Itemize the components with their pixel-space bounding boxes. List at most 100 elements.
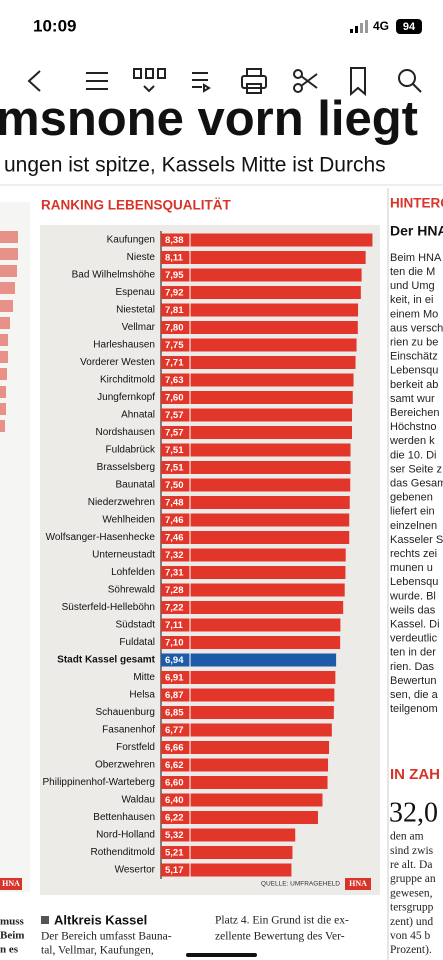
bar: [161, 636, 341, 649]
headline: msnone vorn liegt: [0, 92, 418, 146]
category-label: Niestetal: [116, 305, 155, 316]
bar: [161, 566, 346, 579]
bar: [161, 706, 334, 719]
sidebar-line: Bereichen: [390, 407, 440, 419]
value-label: 8,38: [165, 235, 184, 246]
sidebar-line: Höchstno: [390, 421, 436, 433]
bullet: [41, 916, 49, 924]
read-button[interactable]: [192, 72, 211, 93]
logo-box: [345, 878, 371, 890]
value-label: 6,22: [165, 813, 184, 824]
bar: [161, 426, 353, 439]
facts-line: gruppe an: [390, 873, 436, 885]
sidebar-line: und Umg: [390, 280, 435, 292]
value-label: 7,10: [165, 638, 184, 649]
category-label: Ahnatal: [121, 410, 155, 421]
sidebar-heading: Der HNA: [390, 223, 443, 239]
bar: [161, 811, 318, 824]
left-line: Beim: [0, 930, 24, 942]
facts-number: 32,0: [389, 797, 438, 828]
value-label: 7,28: [165, 585, 184, 596]
category-label: Brasselsberg: [97, 462, 155, 473]
category-label: Bettenhausen: [93, 812, 155, 823]
bar: [161, 583, 345, 597]
bar: [161, 688, 335, 702]
facts-kicker: IN ZAH: [390, 766, 440, 783]
category-label: Jungfernkopf: [97, 392, 155, 403]
status-battery: 94: [403, 21, 416, 33]
category-label: Wolfsanger-Hasenhecke: [46, 532, 156, 543]
left-logo: HNA: [2, 879, 20, 888]
value-label: 6,91: [165, 673, 184, 684]
status-network: 4G: [373, 19, 389, 33]
value-label: 7,31: [165, 568, 184, 579]
value-label: 7,22: [165, 603, 184, 614]
value-label: 7,80: [165, 323, 184, 334]
facts-line: Prozent).: [390, 944, 432, 956]
bookmark-button[interactable]: [350, 67, 366, 97]
value-label: 7,60: [165, 393, 184, 404]
chart-title: RANKING LEBENSQUALITÄT: [41, 198, 231, 213]
bar: [161, 478, 351, 492]
category-label: Philippinenhof-Warteberg: [43, 777, 155, 788]
sidebar-line: munen u: [390, 562, 433, 574]
sidebar-line: ser Seite z: [390, 463, 442, 475]
sidebar-line: Lebensqu: [390, 365, 438, 377]
bar: [161, 408, 353, 422]
back-button[interactable]: [27, 70, 41, 92]
left-panel: [0, 202, 30, 892]
sidebar-line: das Gesam: [390, 478, 443, 490]
bar: [161, 461, 351, 474]
value-label: 7,51: [165, 463, 184, 474]
battery: [396, 19, 422, 34]
category-label: Süsterfeld-Helleböhn: [62, 602, 155, 613]
bar: [161, 303, 359, 317]
print-button[interactable]: [241, 68, 267, 94]
search-button[interactable]: [398, 69, 422, 93]
value-label: 7,75: [165, 340, 184, 351]
sidebar-line: keit, in ei: [390, 294, 433, 306]
subheadline: ungen ist spitze, Kassels Mitte ist Durc…: [4, 154, 386, 177]
category-label: Helsa: [129, 690, 155, 701]
bar: [161, 776, 328, 789]
category-label: Wehlheiden: [102, 515, 155, 526]
bar: [161, 356, 356, 369]
bottom-col1-line: tal, Vellmar, Kaufungen,: [41, 945, 154, 957]
bar: [161, 846, 293, 859]
value-label: 7,50: [165, 480, 184, 491]
sidebar-line: die 10. Di: [390, 449, 436, 461]
pages-button[interactable]: [133, 68, 166, 93]
sidebar-line: Bewertun: [390, 675, 436, 687]
category-label: Schauenburg: [96, 707, 156, 718]
facts-line: von 45 b: [390, 930, 431, 942]
value-label: 7,81: [165, 305, 184, 316]
value-label: 7,57: [165, 410, 184, 421]
bar: [161, 513, 350, 527]
toolbar: [27, 67, 422, 97]
sidebar-line: einzelnen: [390, 520, 437, 532]
value-label: 5,17: [165, 865, 184, 876]
bar: [161, 373, 354, 387]
sidebar-line: einem Mo: [390, 308, 438, 320]
left-logo-box: [0, 878, 22, 890]
bar: [161, 321, 358, 334]
list-button[interactable]: [86, 72, 108, 90]
bar: [161, 618, 341, 632]
bottom-col1-line: Der Bereich umfasst Bauna-: [41, 931, 172, 943]
value-label: 7,46: [165, 533, 184, 544]
category-label: Rothenditmold: [91, 847, 155, 858]
facts-line: zent) und: [390, 916, 433, 928]
bar: [161, 793, 323, 807]
category-label: Oberzwehren: [95, 760, 155, 771]
cut-button[interactable]: [293, 69, 318, 93]
sidebar-line: ten in der: [390, 647, 436, 659]
value-label: 7,46: [165, 515, 184, 526]
sidebar-line: berkeit ab: [390, 379, 438, 391]
sidebar-line: aus versch: [390, 322, 443, 334]
value-label: 7,63: [165, 375, 184, 386]
bar: [161, 758, 329, 772]
bar: [161, 268, 362, 282]
value-label: 5,32: [165, 830, 184, 841]
value-label: 7,11: [165, 620, 184, 631]
